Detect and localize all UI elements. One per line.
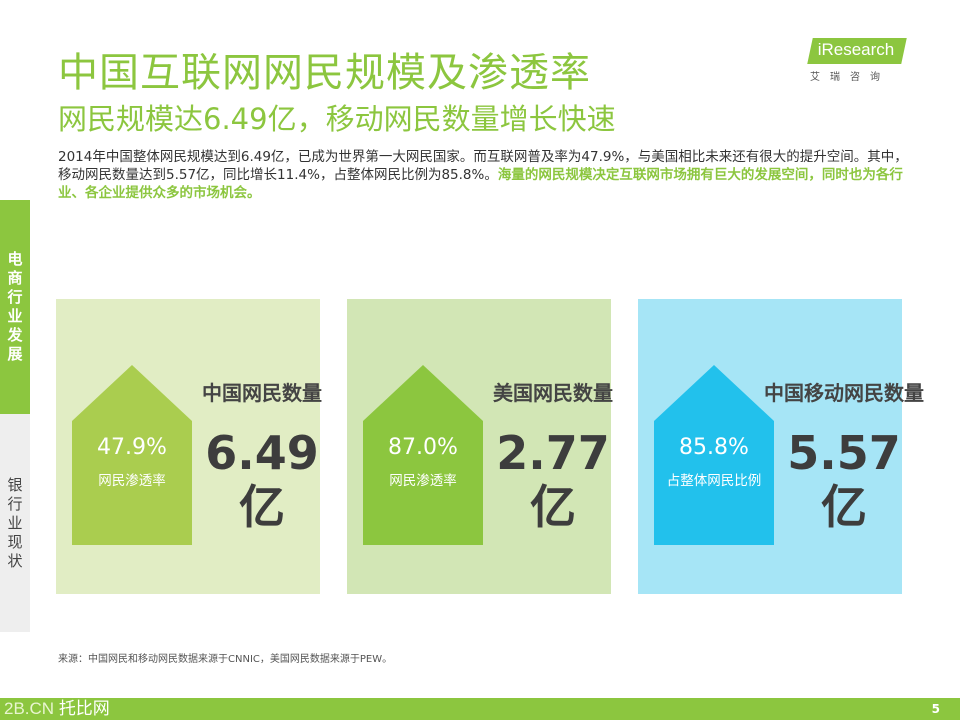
side-tab-char: 商 bbox=[7, 269, 23, 287]
house-icon bbox=[363, 365, 483, 545]
summary-highlight: 海量的网民规模决定互联网市场拥有巨大的发展空间，同时也为各行业、各企业提供众多的… bbox=[58, 167, 903, 201]
card-value: 5.57 bbox=[787, 426, 901, 480]
card-unit: 亿 bbox=[530, 480, 576, 534]
logo-subtitle: 艾瑞咨询 bbox=[810, 72, 890, 83]
summary-text: 2014年中国整体网民规模达到6.49亿，已成为世界第一大网民国家。而互联网普及… bbox=[58, 149, 908, 183]
stat-card-china-mobile-netizens: 85.8% 占整体网民比例 中国移动网民数量 5.57 亿 bbox=[638, 299, 924, 594]
side-tab-char: 银 bbox=[7, 475, 23, 494]
card-unit: 亿 bbox=[821, 480, 867, 534]
mobile-share-label: 占整体网民比例 bbox=[666, 473, 762, 489]
side-tab-char: 业 bbox=[7, 307, 23, 325]
watermark: 2B.CN 托比网 bbox=[4, 698, 110, 720]
watermark-domain: 2B.CN bbox=[4, 699, 55, 718]
watermark-name: 托比网 bbox=[58, 699, 110, 718]
page-number: 5 bbox=[931, 702, 940, 716]
house-shape: 47.9% 网民渗透率 bbox=[72, 365, 192, 545]
house-shape: 87.0% 网民渗透率 bbox=[363, 365, 483, 545]
side-tab-char: 业 bbox=[7, 513, 23, 532]
iresearch-logo: iResearch 艾瑞咨询 bbox=[806, 36, 907, 84]
page-subtitle: 网民规模达6.49亿，移动网民数量增长快速 bbox=[58, 102, 616, 136]
penetration-label: 网民渗透率 bbox=[98, 473, 166, 489]
side-tab-char: 发 bbox=[7, 326, 23, 344]
side-tab-char: 现 bbox=[7, 532, 23, 551]
penetration-percent: 87.0% bbox=[388, 435, 458, 460]
house-shape: 85.8% 占整体网民比例 bbox=[654, 365, 774, 545]
side-tab-char: 状 bbox=[7, 551, 23, 570]
house-polygon bbox=[363, 365, 483, 545]
side-tab-char: 行 bbox=[7, 494, 23, 513]
penetration-label: 网民渗透率 bbox=[389, 473, 457, 489]
stat-card-china-netizens: 47.9% 网民渗透率 中国网民数量 6.49 亿 bbox=[56, 299, 322, 594]
mobile-share-percent: 85.8% bbox=[679, 435, 749, 460]
card-title: 中国网民数量 bbox=[202, 381, 322, 405]
house-icon bbox=[72, 365, 192, 545]
source-note: 来源：中国网民和移动网民数据来源于CNNIC，美国网民数据来源于PEW。 bbox=[58, 654, 393, 665]
card-unit: 亿 bbox=[239, 480, 285, 534]
side-tab-char: 展 bbox=[7, 345, 23, 363]
side-tab-ecommerce[interactable]: 电商行业发展 bbox=[0, 200, 30, 414]
house-icon bbox=[654, 365, 774, 545]
side-tab-char: 行 bbox=[7, 288, 23, 306]
penetration-percent: 47.9% bbox=[97, 435, 167, 460]
logo-brand: iResearch bbox=[817, 40, 895, 59]
page-title: 中国互联网网民规模及渗透率 bbox=[58, 50, 591, 96]
side-tab-char: 电 bbox=[7, 250, 23, 268]
house-polygon bbox=[654, 365, 774, 545]
card-title: 中国移动网民数量 bbox=[764, 381, 924, 405]
summary-paragraph: 2014年中国整体网民规模达到6.49亿，已成为世界第一大网民国家。而互联网普及… bbox=[58, 148, 914, 202]
stat-card-us-netizens: 87.0% 网民渗透率 美国网民数量 2.77 亿 bbox=[347, 299, 613, 594]
footer-bar bbox=[0, 698, 960, 720]
side-tab-banking[interactable]: 银行业现状 bbox=[0, 414, 30, 632]
card-value: 2.77 bbox=[496, 426, 610, 480]
house-polygon bbox=[72, 365, 192, 545]
card-value: 6.49 bbox=[205, 426, 319, 480]
card-title: 美国网民数量 bbox=[493, 381, 613, 405]
